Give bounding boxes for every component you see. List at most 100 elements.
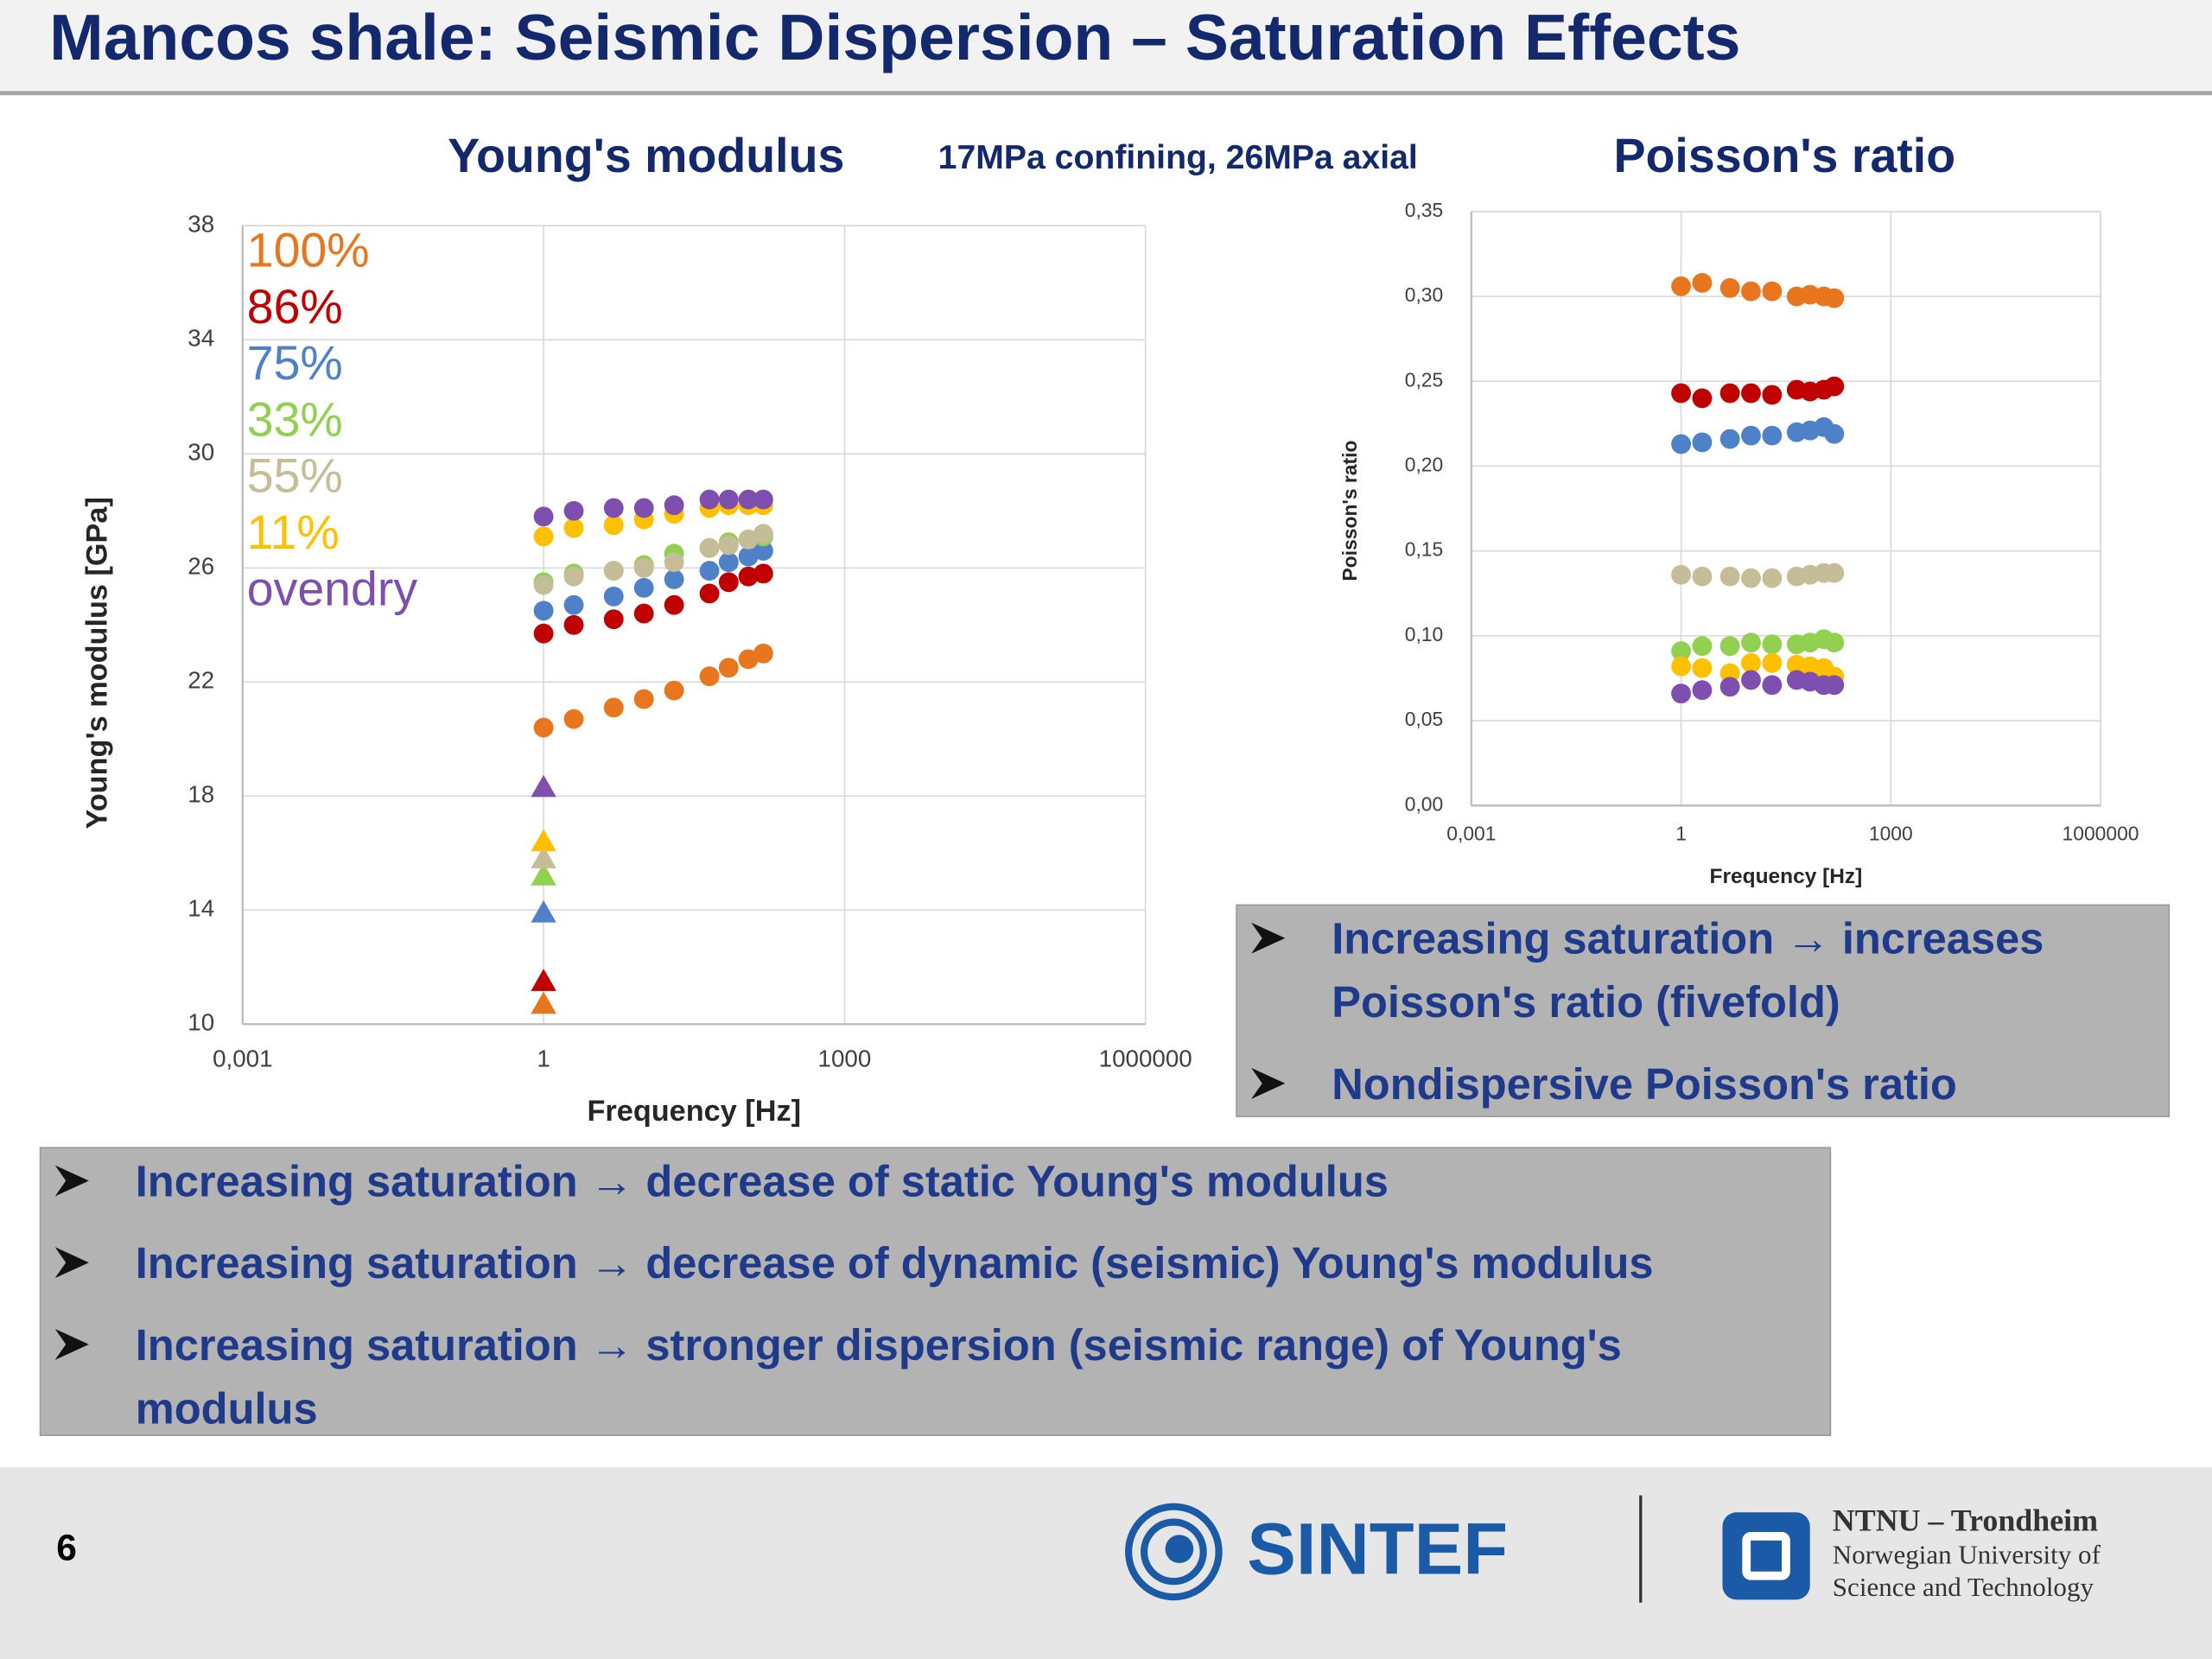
y-tick-label: 0,15: [1405, 538, 1443, 561]
static-point: [531, 969, 556, 991]
data-point: [1741, 568, 1761, 588]
data-point: [753, 524, 773, 544]
data-point: [1719, 277, 1740, 298]
x-axis-label: Frequency [Hz]: [1710, 865, 1863, 888]
y-tick-label: 30: [188, 439, 214, 466]
data-point: [533, 575, 554, 595]
data-point: [699, 537, 720, 558]
logo-ring: [1141, 1518, 1207, 1586]
static-point: [531, 862, 556, 886]
data-point: [1671, 383, 1692, 404]
data-point: [1762, 652, 1783, 673]
data-point: [699, 489, 720, 510]
legend-entry: 75%: [247, 336, 343, 390]
data-point: [603, 609, 624, 630]
bullet: Increasing saturation → increases Poisso…: [1237, 907, 2169, 1034]
x-tick-label: 0,001: [213, 1045, 272, 1071]
legend-entry: 11%: [247, 505, 340, 559]
data-point: [738, 649, 759, 670]
data-point: [1741, 670, 1761, 690]
data-point: [1762, 634, 1783, 655]
bullet: Increasing saturation → stronger dispers…: [41, 1313, 1829, 1436]
y-tick-label: 0,00: [1405, 792, 1443, 815]
data-point: [753, 643, 773, 664]
data-point: [718, 552, 739, 573]
bullet: Increasing saturation → decrease of stat…: [41, 1150, 1829, 1213]
data-point: [753, 563, 773, 584]
ntnu-mark-inner: [1742, 1532, 1790, 1580]
data-point: [718, 489, 739, 510]
sintef-logo: SINTEF: [1125, 1503, 1508, 1601]
ntnu-line: Science and Technology: [1833, 1572, 2094, 1602]
chart-title: Young's modulus: [448, 129, 844, 182]
y-tick-label: 22: [188, 667, 214, 694]
data-point: [1671, 434, 1692, 454]
y-tick-label: 14: [188, 895, 214, 922]
ntnu-line: Norwegian University of: [1833, 1540, 2101, 1570]
data-point: [633, 557, 654, 578]
data-point: [664, 569, 684, 589]
data-point: [699, 666, 720, 687]
data-point: [1671, 641, 1692, 661]
data-point: [1671, 683, 1692, 704]
data-point: [633, 603, 654, 624]
ntnu-logo: NTNU – Trondheim Norwegian University of…: [1722, 1503, 2101, 1602]
data-point: [563, 500, 584, 521]
data-point: [1741, 281, 1761, 302]
data-point: [1824, 423, 1845, 444]
x-axis-label: Frequency [Hz]: [588, 1095, 802, 1128]
data-point: [533, 623, 554, 644]
static-point: [531, 899, 556, 923]
data-point: [603, 498, 624, 518]
bullet: Increasing saturation → decrease of dyna…: [41, 1231, 1829, 1294]
bullet-list: Increasing saturation → increases Poisso…: [1237, 907, 2169, 1116]
data-point: [1741, 652, 1761, 673]
data-point: [533, 717, 554, 738]
data-point: [664, 552, 684, 573]
data-point: [1824, 632, 1845, 653]
data-point: [1692, 680, 1713, 701]
data-point: [1719, 383, 1740, 404]
data-point: [603, 697, 624, 718]
y-tick-label: 0,30: [1405, 283, 1443, 306]
data-point: [1762, 568, 1783, 588]
data-point: [533, 601, 554, 621]
data-point: [753, 541, 773, 561]
data-point: [633, 689, 654, 709]
data-point: [664, 594, 684, 615]
data-point: [603, 561, 624, 581]
bullet: Nondispersive Poisson's ratio: [1237, 1052, 2169, 1116]
data-point: [533, 506, 554, 527]
data-point: [738, 529, 759, 550]
data-point: [1741, 425, 1761, 446]
header-band: [0, 0, 2212, 91]
data-point: [1692, 388, 1713, 409]
data-point: [738, 546, 759, 567]
logo-dot: [1165, 1535, 1194, 1563]
chart-subtitle: 17MPa confining, 26MPa axial: [938, 139, 1418, 176]
y-tick-label: 0,05: [1405, 708, 1443, 730]
data-point: [633, 577, 654, 598]
data-point: [563, 614, 584, 635]
x-tick-label: 1000: [1869, 823, 1913, 845]
x-tick-label: 0,001: [1446, 823, 1496, 845]
data-point: [738, 489, 759, 510]
data-point: [563, 709, 584, 729]
bullet-list: Increasing saturation → decrease of stat…: [41, 1150, 1829, 1436]
data-point: [1762, 675, 1783, 696]
data-point: [1762, 385, 1783, 405]
y-tick-label: 38: [188, 211, 214, 238]
data-point: [1719, 677, 1740, 697]
page-number: 6: [56, 1528, 77, 1568]
poisson-bullets: Increasing saturation → increases Poisso…: [1236, 905, 2170, 1118]
data-point: [1692, 658, 1713, 678]
data-point: [603, 515, 624, 536]
y-tick-label: 0,20: [1405, 454, 1443, 476]
data-point: [699, 583, 720, 604]
y-tick-label: 26: [188, 553, 214, 580]
y-axis-label: Young's modulus [GPa]: [80, 497, 113, 829]
slide-title: Mancos shale: Seismic Dispersion – Satur…: [49, 1, 1740, 73]
data-point: [1692, 272, 1713, 293]
